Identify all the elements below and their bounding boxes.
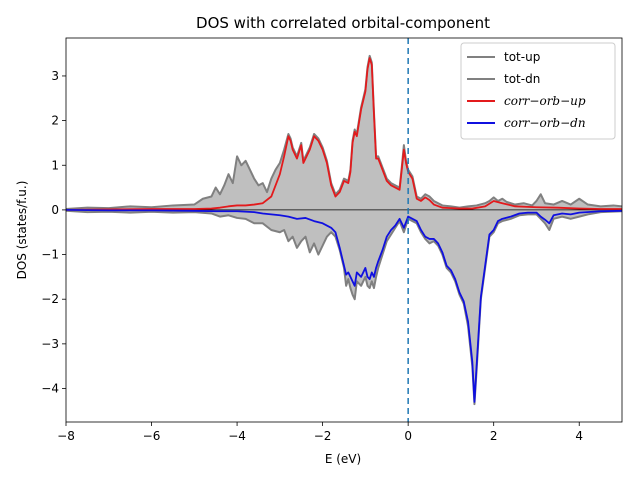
dos-fill-dn — [66, 209, 622, 405]
x-tick-label: −2 — [314, 429, 332, 443]
y-axis-ticks: −4 −3 −2 −1 0 1 2 3 — [41, 69, 66, 396]
legend-items: tot-up tot-dn corr−orb−up corr−orb−dn — [467, 50, 586, 130]
x-tick-label: −6 — [143, 429, 161, 443]
legend-label: corr−orb−dn — [504, 116, 586, 130]
chart-title: DOS with correlated orbital-component — [196, 14, 490, 32]
x-tick-label: 2 — [490, 429, 498, 443]
legend-box — [460, 42, 616, 140]
y-tick-label: −1 — [41, 248, 59, 262]
x-axis-label: E (eV) — [325, 452, 361, 466]
x-tick-label: 0 — [404, 429, 412, 443]
x-tick-label: −8 — [57, 429, 75, 443]
y-tick-label: 3 — [51, 69, 59, 83]
y-tick-label: −4 — [41, 382, 59, 396]
y-tick-label: 1 — [51, 158, 59, 172]
series-line-3 — [65, 209, 623, 403]
legend-label: corr−orb−up — [504, 94, 586, 108]
x-axis-ticks: −8 −6 −4 −2 0 2 4 — [57, 422, 583, 443]
x-tick-label: 4 — [575, 429, 583, 443]
x-tick-label: −4 — [228, 429, 246, 443]
y-tick-label: −2 — [41, 292, 59, 306]
series-line-1 — [65, 209, 623, 406]
legend-label: tot-dn — [504, 72, 540, 86]
series-line-2 — [65, 57, 622, 211]
legend-label: tot-up — [504, 50, 540, 64]
plot-frame — [65, 37, 623, 423]
legend: tot-up tot-dn corr−orb−up corr−orb−dn — [460, 42, 616, 140]
series-lines — [65, 54, 623, 406]
y-tick-label: −3 — [41, 337, 59, 351]
y-tick-label: 0 — [51, 203, 59, 217]
y-tick-label: 2 — [51, 114, 59, 128]
y-axis-label: DOS (states/f.u.) — [15, 181, 29, 280]
